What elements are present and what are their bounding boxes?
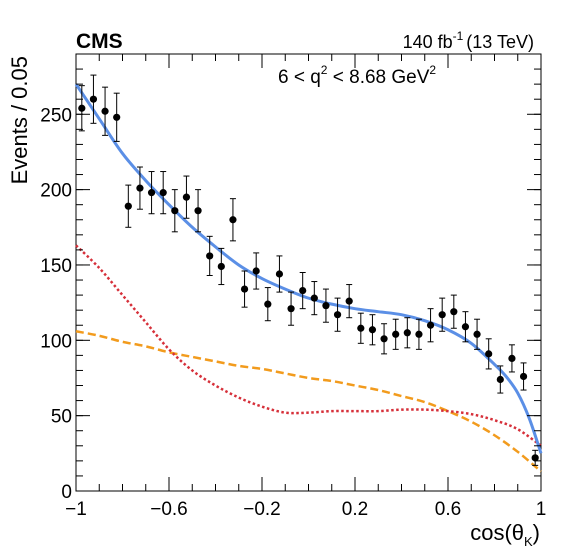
total-fit-curve — [74, 83, 543, 454]
data-point — [450, 308, 458, 316]
axis-ticks: −1 −0.6 −0.2 0.2 0.6 1 0 50 100 150 200 250 — [40, 53, 547, 520]
data-point — [415, 330, 423, 338]
data-point — [345, 297, 353, 305]
y-tick-label: 0 — [61, 482, 72, 503]
data-point — [333, 311, 342, 319]
red-component-curve — [75, 244, 542, 447]
data-point — [171, 207, 179, 215]
data-point — [438, 311, 446, 319]
data-point — [217, 262, 225, 271]
data-point — [159, 189, 167, 197]
x-tick-label: −0.6 — [150, 499, 188, 520]
data-point — [299, 286, 307, 295]
energy-label: (13 TeV) — [466, 32, 534, 52]
data-point — [124, 202, 132, 210]
x-axis-title: cos(θK) — [470, 520, 540, 546]
data-point — [531, 454, 539, 462]
data-point — [403, 329, 411, 337]
x-tick-label: −1 — [65, 499, 87, 520]
data-point — [136, 184, 144, 192]
y-tick-label: 100 — [40, 331, 72, 352]
data-point — [392, 330, 400, 338]
luminosity-label: 140 fb-1 (13 TeV) — [403, 29, 534, 52]
data-point — [252, 267, 260, 275]
data-point — [473, 330, 481, 338]
orange-component-curve — [75, 330, 542, 473]
y-tick-label: 250 — [40, 105, 72, 126]
data-point — [485, 350, 493, 358]
data-point — [496, 375, 504, 384]
data-point — [368, 326, 377, 334]
plot-frame — [75, 53, 542, 492]
data-point — [229, 216, 237, 224]
x-tick-label: 0.6 — [435, 499, 461, 520]
q2-range-annotation: 6 < q2 < 8.68 GeV2 — [278, 63, 436, 88]
data-point — [78, 104, 86, 112]
lumi-exponent: -1 — [453, 29, 464, 43]
data-point — [287, 305, 295, 313]
data-point — [275, 270, 284, 278]
data-point — [322, 302, 330, 310]
y-tick-label: 200 — [40, 181, 72, 202]
data-points — [78, 74, 539, 466]
x-tick-label: 1 — [536, 499, 547, 520]
y-axis-title: Events / 0.05 — [7, 56, 32, 184]
data-point — [461, 323, 470, 331]
data-point — [357, 324, 365, 332]
data-point — [310, 294, 318, 302]
data-point — [101, 107, 109, 115]
data-point — [194, 207, 202, 215]
data-point — [519, 372, 528, 381]
fit-curves — [74, 83, 543, 473]
data-point — [508, 354, 516, 362]
data-point — [182, 193, 191, 201]
y-tick-label: 50 — [51, 407, 72, 428]
data-point — [147, 189, 156, 197]
y-tick-label: 150 — [40, 256, 72, 277]
data-point — [380, 335, 388, 343]
lumi-value: 140 fb — [403, 32, 453, 52]
x-tick-label: −0.2 — [243, 499, 281, 520]
experiment-label: CMS — [76, 30, 123, 53]
data-point — [113, 113, 121, 121]
data-point — [264, 300, 272, 308]
x-tick-label: 0.2 — [342, 499, 368, 520]
data-point — [206, 252, 214, 260]
data-point — [89, 95, 98, 103]
data-point — [240, 285, 249, 293]
data-point — [426, 321, 435, 329]
